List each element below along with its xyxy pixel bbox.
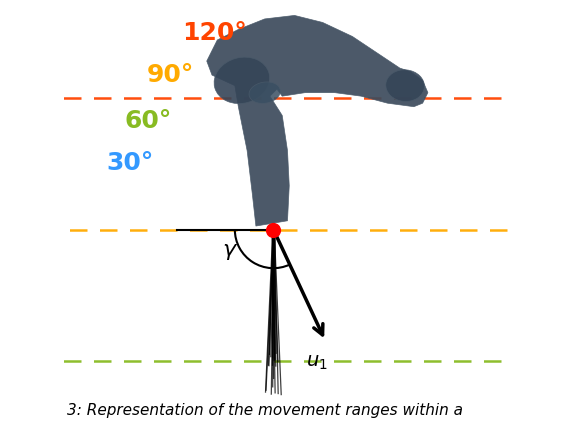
Text: 90°: 90° (147, 63, 194, 87)
Ellipse shape (214, 57, 269, 103)
Point (269, 226, 278, 233)
Polygon shape (207, 15, 428, 226)
Text: 60°: 60° (125, 109, 172, 133)
Ellipse shape (386, 70, 424, 101)
Text: 30°: 30° (107, 151, 154, 175)
Text: $u_1$: $u_1$ (306, 353, 328, 372)
Text: 3: Representation of the movement ranges within a: 3: Representation of the movement ranges… (68, 403, 463, 418)
Text: 120°: 120° (182, 21, 247, 45)
Ellipse shape (249, 82, 281, 103)
Text: $\gamma$: $\gamma$ (222, 243, 237, 262)
